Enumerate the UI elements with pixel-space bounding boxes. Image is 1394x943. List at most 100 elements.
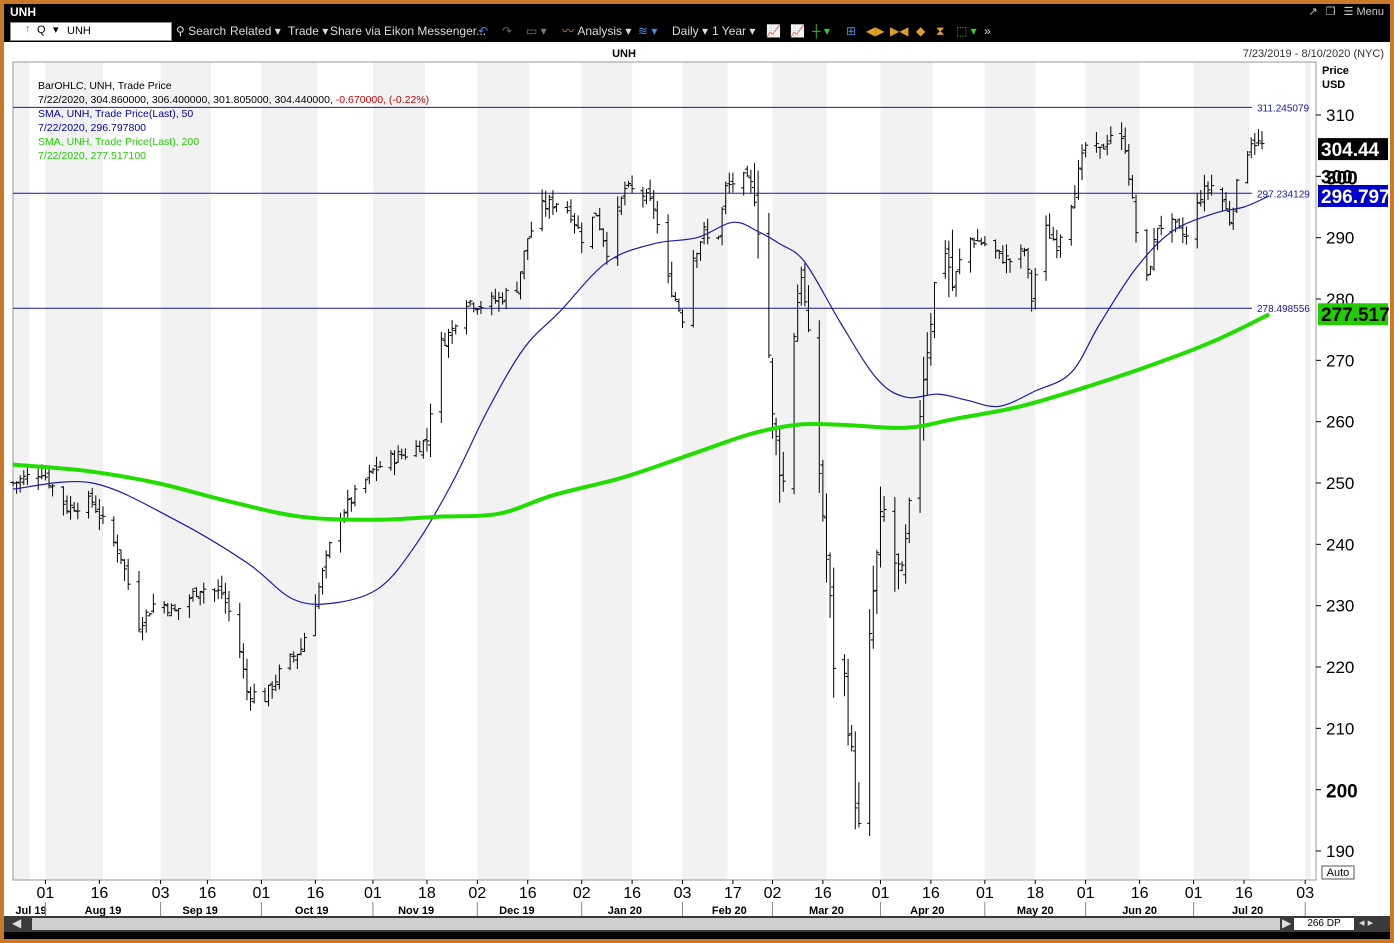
range-label: 1 Year (712, 24, 747, 38)
undo-icon[interactable]: ↶ (478, 24, 489, 38)
more-icon[interactable]: » (984, 24, 991, 38)
menu-button[interactable]: ☰ Menu (1343, 6, 1384, 18)
x-tick-label: 03 (152, 885, 170, 902)
x-tick-label: 02 (764, 885, 782, 902)
x-tick-label: 16 (519, 885, 537, 902)
horizontal-lines: 311.245079 297.234129 278.498556 (13, 103, 1310, 315)
q-label: Q (37, 24, 46, 36)
horizontal-level-label: 311.245079 (1257, 103, 1310, 114)
toolbar: ↑ Q ▾ ⚲ Search Related ▾ Trade ▾ Share v… (4, 20, 1390, 42)
scroll-right-arrow-icon[interactable]: ▶ (1282, 916, 1292, 930)
interval-dropdown[interactable]: Daily ▾ (672, 24, 709, 38)
ric-input[interactable] (67, 24, 167, 37)
folder-icon[interactable]: ▭ ▾ (526, 24, 547, 38)
legend-entry: 7/22/2020, 277.517100 (38, 150, 146, 162)
x-tick-label: 01 (252, 885, 270, 902)
x-month-label: Jul 19 (15, 905, 46, 916)
auto-scale-label: Auto (1327, 867, 1350, 879)
month-band (477, 62, 530, 880)
scroll-left-arrow-icon[interactable]: ◀ (12, 916, 22, 930)
month-band (372, 62, 426, 880)
price-badge (1318, 138, 1388, 161)
month-band (160, 62, 211, 880)
price-chart[interactable]: UNH 7/23/2019 - 8/10/2020 (NYC) 311.2450… (4, 42, 1390, 916)
month-band (1085, 62, 1140, 880)
x-month-label: Feb 20 (712, 905, 747, 916)
analysis-icon: 〰 (562, 24, 575, 38)
legend-entry: SMA, UNH, Trade Price(Last), 50 (38, 108, 193, 120)
scrollbar-thumb[interactable] (32, 918, 1280, 930)
month-bands (13, 62, 1311, 880)
price-badge-label: 300 (1321, 167, 1353, 188)
x-month-label: Jan 20 (608, 905, 642, 916)
scroll-end-icon[interactable]: ▶◀ (890, 24, 909, 38)
x-month-label: Oct 19 (295, 905, 329, 916)
y-axis: Price USD 190200210220230240250260270280… (1316, 65, 1358, 861)
scroll-left-icon[interactable]: ◀▶ (866, 24, 885, 38)
y-tick-label: 220 (1326, 658, 1354, 677)
pin-icon[interactable]: ↗ (1308, 6, 1318, 18)
x-tick-label: 01 (36, 885, 54, 902)
legend-entry: SMA, UNH, Trade Price(Last), 200 (38, 136, 199, 148)
analysis-button[interactable]: 〰 Analysis ▾ (562, 24, 632, 38)
hourglass-icon[interactable]: ⧗ (936, 24, 945, 38)
y-tick-label: 270 (1326, 351, 1354, 370)
month-band (772, 62, 827, 880)
menu-label: Menu (1356, 6, 1384, 18)
y-tick-label: 200 (1326, 782, 1358, 803)
line-chart-icon[interactable]: 📈 (766, 24, 781, 38)
price-badge-label: 277.517 (1321, 305, 1390, 326)
range-dropdown[interactable]: 1 Year ▾ (712, 24, 756, 38)
x-axis: 01 16 03 16 01 16 01 18 02 16 02 16 03 17 02 16 01 16 01 18… (15, 880, 1314, 916)
chart-title: UNH (612, 48, 636, 60)
x-tick-label: 02 (573, 885, 591, 902)
horizontal-scrollbar[interactable]: ◀ ▶ 266 DP ◂ ▸ (4, 916, 1390, 932)
search-button[interactable]: ⚲ Search (176, 22, 226, 40)
y-tick-label: 240 (1326, 535, 1354, 554)
y-tick-label: 250 (1326, 474, 1354, 493)
month-band (13, 62, 30, 880)
trade-button[interactable]: Trade ▾ (288, 24, 329, 38)
search-label: Search (188, 24, 227, 38)
compare-chart-icon[interactable]: 📈 (790, 24, 805, 38)
x-tick-label: 17 (724, 885, 742, 902)
zoom-buttons[interactable]: ◂ ▸ (1359, 917, 1374, 929)
y-tick-label: 210 (1326, 719, 1354, 738)
x-tick-label: 16 (198, 885, 216, 902)
legend-entry: 7/22/2020, 304.860000, 306.400000, 301.8… (38, 94, 429, 106)
zoom-vertical-icon[interactable]: ◆ (916, 24, 926, 38)
price-badge (1318, 184, 1388, 207)
x-tick-label: 16 (623, 885, 641, 902)
y-tick-label: 300 (1326, 168, 1358, 189)
crosshair-icon[interactable]: ┼ ▾ (812, 24, 830, 38)
y-axis-label: Price (1322, 65, 1349, 77)
sma50-line (12, 195, 1270, 605)
chart-area[interactable]: UNH 7/23/2019 - 8/10/2020 (NYC) 311.2450… (4, 42, 1390, 916)
month-band (880, 62, 933, 880)
month-band (261, 62, 318, 880)
price-badge-label: 304.44 (1321, 140, 1380, 161)
ric-dropdown-icon[interactable]: ▾ (53, 24, 59, 36)
month-band (1305, 62, 1311, 880)
x-month-label: Aug 19 (85, 905, 122, 916)
select-icon[interactable]: ⬚ ▾ (956, 24, 977, 38)
related-button[interactable]: Related ▾ (230, 24, 281, 38)
ric-box[interactable]: ↑ Q ▾ (10, 22, 172, 41)
date-range: 7/23/2019 - 8/10/2020 (NYC) (1243, 48, 1384, 60)
share-button[interactable]: Share via Eikon Messenger... (330, 22, 486, 40)
ohlc-bars (10, 122, 1265, 837)
restore-icon[interactable]: ❐ (1325, 6, 1336, 18)
chart-type-icon[interactable]: ≋ ▾ (638, 24, 658, 38)
x-month-label: Mar 20 (809, 905, 844, 916)
zoom-box-icon[interactable]: ⊞ (846, 24, 857, 38)
x-tick-label: 16 (90, 885, 108, 902)
legend: BarOHLC, UNH, Trade Price 7/22/2020, 304.… (38, 80, 429, 162)
redo-icon[interactable]: ↷ (502, 24, 513, 38)
search-icon: ⚲ (176, 24, 185, 38)
y-tick-label: 230 (1326, 597, 1354, 616)
x-month-label: Dec 19 (499, 905, 534, 916)
auto-scale-button[interactable] (1321, 865, 1355, 880)
x-tick-label: 18 (1026, 885, 1044, 902)
x-tick-label: 18 (418, 885, 436, 902)
